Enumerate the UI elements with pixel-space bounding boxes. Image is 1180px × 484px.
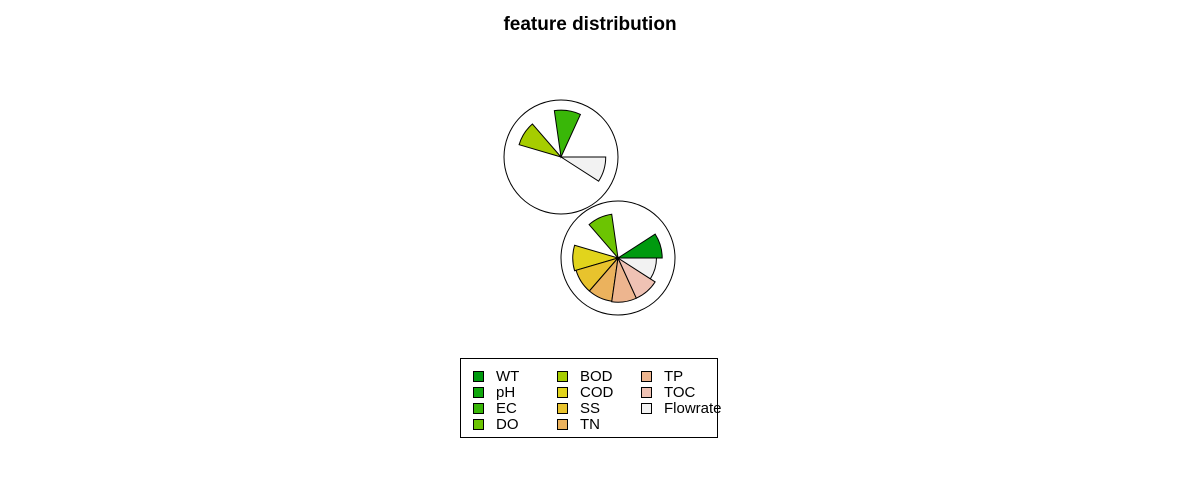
legend-item: SS xyxy=(557,399,613,417)
legend-label: WT xyxy=(496,367,520,385)
segment-ec xyxy=(553,109,582,159)
legend-label: BOD xyxy=(580,367,613,385)
legend-item: TOC xyxy=(641,383,722,401)
legend-item: EC xyxy=(473,399,519,417)
legend-label: EC xyxy=(496,399,517,417)
legend-swatch xyxy=(641,402,652,414)
legend-item: Flowrate xyxy=(641,399,722,417)
segment-bod xyxy=(518,123,563,158)
legend-label: SS xyxy=(580,399,601,417)
legend-item: COD xyxy=(557,383,614,401)
legend-item: DO xyxy=(473,415,519,433)
legend-swatch xyxy=(641,386,652,398)
legend-swatch xyxy=(473,418,484,430)
segment-glyph xyxy=(560,200,676,316)
legend-swatch xyxy=(641,370,652,382)
segment-cod xyxy=(572,244,620,272)
legend-item: TN xyxy=(557,415,613,433)
legend-swatch xyxy=(473,386,484,398)
legend-item: WT xyxy=(473,367,520,385)
segment-wt xyxy=(616,233,663,259)
legend-item: TP xyxy=(641,367,722,385)
legend-item: BOD xyxy=(557,367,613,385)
legend-column: WT pH EC DO xyxy=(473,367,520,433)
chart-title: feature distribution xyxy=(503,14,677,35)
segment-do xyxy=(588,213,619,260)
legend-swatch xyxy=(557,386,568,398)
legend-swatch xyxy=(557,402,568,414)
legend-column: BOD COD SS TN xyxy=(557,367,614,433)
legend-swatch xyxy=(557,418,568,430)
legend: WT pH EC DO BOD COD SS TN TP TOC Flowrat… xyxy=(460,358,722,438)
key-circle xyxy=(503,99,619,215)
legend-label: Flowrate xyxy=(664,399,722,417)
segment-flowrate xyxy=(616,257,657,280)
legend-swatch xyxy=(557,370,568,382)
legend-label: TN xyxy=(580,415,600,433)
legend-swatch xyxy=(473,402,484,414)
legend-label: DO xyxy=(496,415,519,433)
key-circle xyxy=(560,200,676,316)
legend-swatch xyxy=(473,370,484,382)
legend-item: pH xyxy=(473,383,519,401)
legend-label: COD xyxy=(580,383,614,401)
segment-toc xyxy=(616,256,656,299)
segment-flowrate xyxy=(559,156,607,182)
legend-label: TOC xyxy=(664,383,696,401)
segment-glyph xyxy=(503,99,619,215)
legend-label: pH xyxy=(496,383,516,401)
legend-column: TP TOC Flowrate xyxy=(641,367,722,417)
legend-label: TP xyxy=(664,367,684,385)
